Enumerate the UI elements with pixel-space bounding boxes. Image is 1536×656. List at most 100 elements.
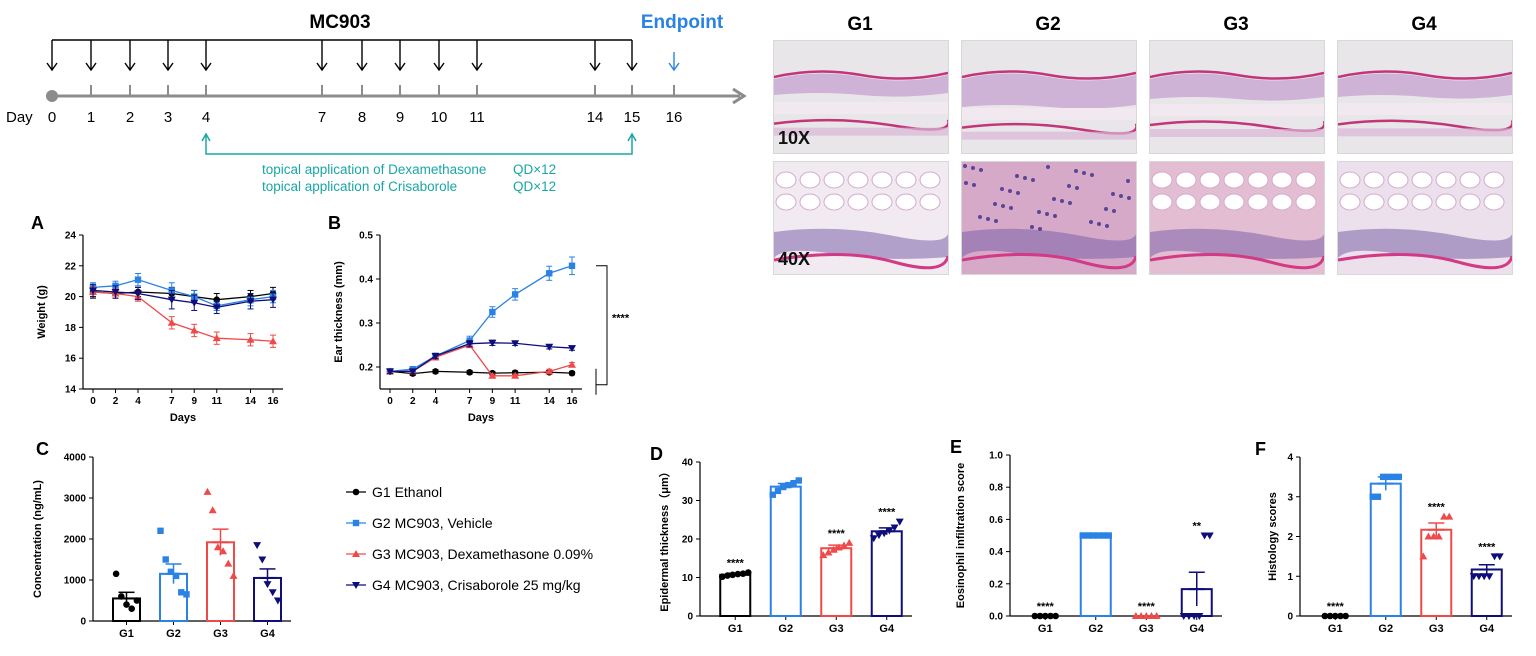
individual-point bbox=[819, 551, 828, 559]
histology-group-header: G2 bbox=[1035, 14, 1060, 35]
inflammatory-cell bbox=[1075, 186, 1079, 190]
individual-point bbox=[1395, 473, 1402, 481]
x-tick-label: 0 bbox=[90, 396, 96, 407]
panel-F: F 0 1 2 3 4 Histology scores G1 **** G2 G3 **** G4 **… bbox=[1255, 439, 1512, 635]
inflammatory-cell bbox=[1037, 210, 1041, 214]
inflammatory-cell bbox=[1111, 192, 1115, 196]
data-point-G1 bbox=[568, 369, 576, 377]
inflammatory-cell bbox=[993, 202, 997, 206]
day-number: 8 bbox=[358, 109, 366, 126]
y-tick-label: 20 bbox=[65, 292, 77, 303]
adipocyte bbox=[1271, 193, 1293, 211]
inflammatory-cell bbox=[986, 217, 990, 221]
series-line-G3 bbox=[92, 291, 274, 342]
significance-label: **** bbox=[1428, 502, 1446, 514]
individual-point bbox=[1326, 612, 1334, 620]
panel-letter: E bbox=[950, 437, 962, 457]
endpoint-label: Endpoint bbox=[641, 12, 724, 33]
day-label: Day bbox=[6, 109, 33, 126]
individual-point bbox=[1147, 612, 1156, 619]
significance-label: **** bbox=[1138, 601, 1156, 613]
individual-point bbox=[118, 593, 125, 600]
individual-point bbox=[208, 506, 217, 514]
individual-point bbox=[779, 483, 787, 491]
inflammatory-cell bbox=[1068, 201, 1072, 205]
y-tick-label: 1.0 bbox=[989, 451, 1003, 462]
individual-point bbox=[774, 487, 782, 495]
individual-point bbox=[1374, 493, 1382, 500]
individual-point bbox=[724, 572, 731, 579]
data-point-G4 bbox=[545, 343, 554, 351]
series-line-G2 bbox=[389, 265, 573, 373]
epidermis-nuclei bbox=[1338, 228, 1512, 259]
legend-label: G1 Ethanol bbox=[372, 484, 442, 500]
individual-point bbox=[795, 477, 802, 484]
y-tick-label: 4000 bbox=[64, 453, 87, 464]
data-point-G3 bbox=[545, 367, 554, 375]
x-tick-label: 14 bbox=[245, 396, 257, 407]
individual-point bbox=[133, 597, 141, 604]
individual-point bbox=[123, 601, 130, 608]
adipocyte bbox=[1483, 171, 1505, 189]
panel-D: D 0 10 20 30 40 Epidermal thickness（μm） G1 **** G… bbox=[650, 444, 912, 635]
inflammatory-cell bbox=[1126, 179, 1130, 183]
y-tick-label: 10 bbox=[682, 573, 694, 584]
inflammatory-cell bbox=[1008, 189, 1012, 193]
day-number: 16 bbox=[666, 109, 683, 126]
x-tick-label: 0 bbox=[387, 396, 393, 407]
adipocyte bbox=[919, 171, 941, 189]
epidermis-nuclei bbox=[962, 228, 1136, 259]
dose-arrow-head bbox=[433, 62, 445, 72]
y-tick-label: 0.2 bbox=[989, 579, 1003, 590]
epidermis-band bbox=[1338, 73, 1512, 99]
micro-g2-10x bbox=[961, 40, 1137, 154]
adipocyte bbox=[799, 171, 821, 189]
individual-point bbox=[1490, 553, 1499, 561]
individual-point bbox=[1084, 532, 1092, 539]
x-tick-label: G3 bbox=[1429, 623, 1444, 635]
adipocyte bbox=[1483, 193, 1505, 211]
tissue-image bbox=[962, 162, 1136, 274]
adipocyte bbox=[871, 193, 893, 211]
x-tick-label: G2 bbox=[166, 628, 181, 640]
bar-G4 bbox=[870, 530, 903, 617]
data-point-G3 bbox=[568, 360, 576, 368]
y-tick-label: 0.4 bbox=[359, 275, 373, 286]
inflammatory-cell bbox=[1053, 214, 1057, 218]
panel-C: C 0 1000 2000 3000 4000 Concentration (ng/mL) G… bbox=[32, 439, 291, 640]
individual-point bbox=[1031, 612, 1039, 620]
individual-point bbox=[183, 591, 190, 598]
micro-g1-40x: 40X bbox=[773, 161, 949, 275]
individual-point bbox=[1434, 532, 1443, 540]
y-tick-label: 0 bbox=[80, 617, 86, 628]
day-number: 4 bbox=[202, 109, 210, 126]
inflammatory-cell bbox=[979, 168, 983, 172]
treatment-dose: QD×12 bbox=[513, 162, 556, 177]
legend-marker bbox=[352, 519, 360, 527]
dose-arrow-head bbox=[589, 62, 601, 72]
tissue-image bbox=[1338, 162, 1512, 274]
y-tick-label: 0.0 bbox=[989, 612, 1003, 623]
individual-point bbox=[1485, 573, 1494, 581]
individual-point bbox=[1036, 612, 1044, 620]
data-point-G4 bbox=[488, 339, 497, 347]
adipocyte bbox=[1175, 171, 1197, 189]
cartilage-layer bbox=[1338, 103, 1512, 115]
legend-marker bbox=[352, 550, 360, 557]
x-axis-label: Days bbox=[170, 412, 196, 424]
individual-point bbox=[229, 571, 238, 579]
individual-point bbox=[744, 569, 752, 576]
cornified-layer bbox=[962, 253, 1136, 270]
y-axis-label: Ear thickness (mm) bbox=[333, 261, 345, 363]
cartilage-layer bbox=[1150, 104, 1324, 116]
tissue-image bbox=[1150, 162, 1324, 274]
data-point-G4 bbox=[212, 304, 221, 312]
x-tick-label: G1 bbox=[119, 628, 134, 640]
tissue-image bbox=[774, 41, 948, 153]
histology-group-header: G3 bbox=[1223, 14, 1248, 35]
y-tick-label: 0.4 bbox=[989, 547, 1003, 558]
tissue-image bbox=[774, 162, 948, 274]
micro-g1-10x: 10X bbox=[773, 40, 949, 154]
inflammatory-cell bbox=[1082, 171, 1086, 175]
stratum-corneum bbox=[1338, 70, 1512, 80]
